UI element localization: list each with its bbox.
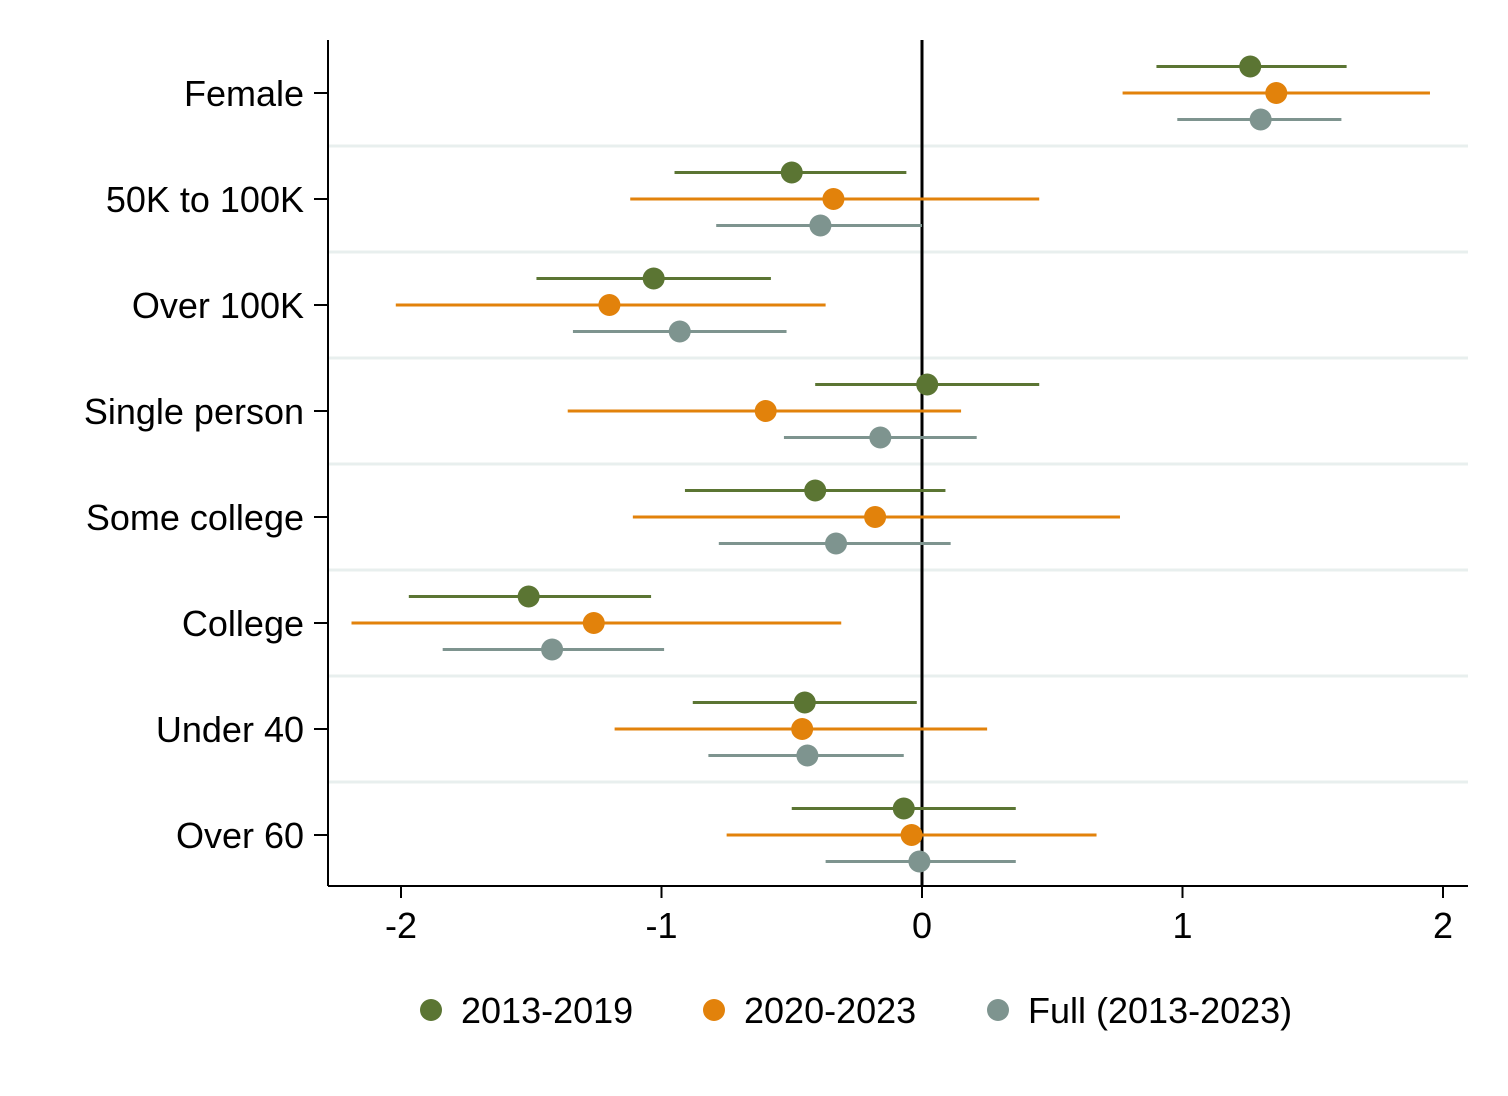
point-estimate: [869, 426, 892, 449]
point-estimate: [825, 532, 848, 555]
category-label: Single person: [84, 391, 304, 432]
legend-label: Full (2013-2023): [1028, 990, 1292, 1031]
category-label: Some college: [86, 497, 304, 538]
point-estimate: [517, 585, 540, 608]
category-label: Over 60: [176, 815, 304, 856]
point-estimate: [780, 161, 803, 184]
point-estimate: [1239, 55, 1262, 78]
point-estimate: [864, 506, 887, 528]
x-tick-label: 0: [912, 905, 932, 946]
point-estimate: [796, 744, 819, 767]
category-separators: [328, 144, 1468, 784]
point-estimate: [822, 188, 845, 210]
point-estimate: [908, 850, 931, 873]
point-estimate: [541, 638, 564, 661]
x-tick-label: -2: [385, 905, 417, 946]
legend-label: 2020-2023: [744, 990, 916, 1031]
point-estimate: [1249, 108, 1272, 131]
legend-marker: [703, 999, 725, 1021]
point-estimate: [809, 214, 832, 237]
point-estimate: [892, 797, 915, 820]
x-tick-label: 2: [1433, 905, 1453, 946]
category-label: Over 100K: [132, 285, 304, 326]
point-estimate: [642, 267, 665, 290]
point-estimate: [754, 400, 777, 422]
legend-marker: [987, 999, 1009, 1021]
point-estimate: [900, 824, 923, 846]
x-tick-label: 1: [1172, 905, 1192, 946]
x-tick-label: -1: [645, 905, 677, 946]
category-label: College: [182, 603, 304, 644]
point-estimates: [517, 55, 1288, 873]
axis-labels: -2 -1 0 1 2 Female 50K to 100K Over 100K Single …: [84, 73, 1453, 946]
legend: 2013-2019 2020-2023 Full (2013-2023): [420, 990, 1292, 1031]
point-estimate: [793, 691, 816, 714]
point-estimate: [916, 373, 939, 396]
category-label: 50K to 100K: [106, 179, 304, 220]
point-estimate: [582, 612, 605, 634]
point-estimate: [1265, 82, 1288, 104]
legend-label: 2013-2019: [461, 990, 633, 1031]
category-label: Female: [184, 73, 304, 114]
point-estimate: [598, 294, 621, 316]
category-label: Under 40: [156, 709, 304, 750]
point-estimate: [791, 718, 814, 740]
legend-marker: [420, 999, 442, 1021]
point-estimate: [804, 479, 827, 502]
axes: [314, 40, 1468, 898]
point-estimate: [668, 320, 691, 343]
